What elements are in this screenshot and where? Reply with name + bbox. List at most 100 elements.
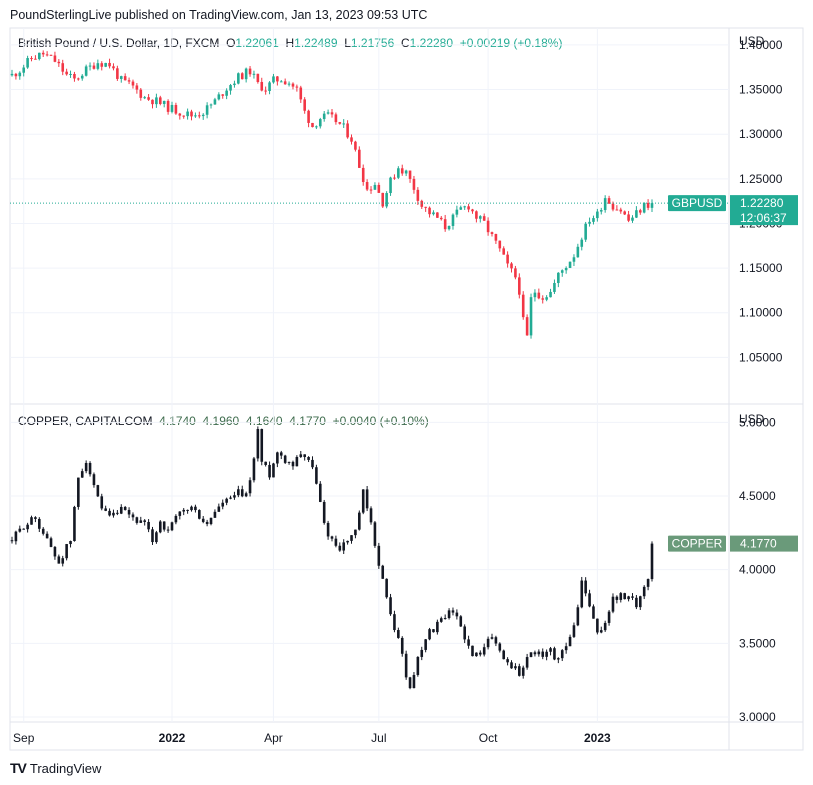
- copper-candle-body: [248, 480, 252, 494]
- copper-candle-body: [588, 593, 591, 607]
- gbpusd-candle-body: [471, 209, 474, 212]
- time-axis-label: Apr: [264, 731, 283, 745]
- copper-candle-body: [252, 458, 256, 481]
- gbpusd-candle-body: [490, 232, 494, 234]
- top-close-value: 1.22280: [409, 36, 454, 50]
- gbpusd-candle-body: [182, 115, 186, 117]
- gbpusd-candle-body: [244, 68, 248, 80]
- copper-candle-body: [57, 556, 61, 564]
- copper-candle-body: [400, 637, 404, 654]
- gbpusd-candle-body: [65, 71, 68, 75]
- copper-candle-body: [584, 580, 587, 594]
- gbpusd-candle-body: [533, 292, 537, 298]
- gbpusd-candle-body: [611, 203, 615, 210]
- gbpusd-candle-body: [252, 73, 256, 75]
- copper-candle-body: [334, 538, 338, 546]
- price-tick-label: 5.0000: [739, 415, 776, 429]
- time-axis-label: 2022: [159, 731, 186, 745]
- gbpusd-candle-body: [463, 206, 466, 208]
- copper-candle-body: [295, 456, 299, 467]
- copper-candle-body: [326, 522, 330, 537]
- gbpusd-candle-body: [576, 246, 580, 258]
- copper-candle-body: [638, 596, 642, 608]
- copper-candle-body: [315, 467, 318, 484]
- bottom-high-value: 4.1960: [202, 414, 240, 428]
- gbpusd-candle-body: [498, 240, 502, 249]
- gbpusd-candle-body: [34, 58, 37, 60]
- copper-candle-body: [299, 454, 303, 457]
- gbpusd-candle-body: [135, 85, 139, 90]
- gbpusd-candle-body: [358, 149, 361, 168]
- copper-candle-body: [475, 652, 478, 657]
- chart-frame: [9, 27, 804, 751]
- copper-candle-body: [557, 658, 560, 660]
- gbpusd-candle-body: [475, 211, 478, 219]
- copper-candle-body: [244, 493, 248, 497]
- copper-candle-body: [303, 454, 306, 458]
- copper-candle-body: [635, 597, 638, 608]
- copper-candle-body: [603, 622, 607, 631]
- gbpusd-candle-body: [248, 68, 252, 75]
- tradingview-logo-icon: TV: [10, 760, 27, 776]
- gbpusd-candle-body: [116, 68, 119, 79]
- copper-candle-body: [10, 540, 14, 542]
- copper-candle-body: [311, 459, 314, 468]
- gbpusd-candle-body: [525, 317, 529, 336]
- gbpusd-candle-body: [350, 137, 353, 142]
- tradingview-brand[interactable]: TV TradingView: [10, 760, 101, 776]
- gbpusd-candle-body: [237, 73, 240, 84]
- copper-candle-body: [510, 662, 513, 669]
- copper-candle-body: [580, 580, 584, 608]
- gbpusd-candle-body: [178, 113, 182, 116]
- copper-candle-body: [279, 452, 283, 456]
- gbpusd-candle-body: [412, 178, 416, 190]
- copper-candle-body: [104, 508, 107, 511]
- gbpusd-candle-body: [467, 206, 470, 210]
- gbpusd-candle-body: [272, 76, 275, 83]
- chart-area[interactable]: 1.400001.350001.300001.250001.200001.150…: [0, 0, 813, 760]
- gbpusd-symbol-badge: [668, 195, 726, 212]
- gbpusd-candle-body: [80, 75, 84, 79]
- copper-candle-body: [377, 545, 381, 566]
- gbpusd-candles: [10, 50, 654, 339]
- copper-candle-body: [436, 621, 439, 633]
- gbpusd-candle-body: [162, 100, 166, 104]
- gbpusd-candle-body: [549, 291, 552, 298]
- gbpusd-candle-body: [521, 294, 525, 318]
- copper-candle-body: [268, 464, 271, 478]
- copper-candle-body: [127, 509, 131, 515]
- gbpusd-candle-body: [57, 61, 61, 64]
- copper-candle-body: [77, 477, 80, 507]
- copper-candle-body: [642, 586, 646, 597]
- gbpusd-candle-body: [229, 85, 232, 91]
- copper-candle-body: [506, 659, 509, 663]
- copper-candle-body: [478, 652, 482, 655]
- copper-candle-body: [84, 462, 88, 472]
- top-high-value: 1.22489: [294, 36, 338, 50]
- gbpusd-candle-body: [194, 115, 197, 117]
- gbpusd-candle-body: [186, 111, 189, 117]
- gbpusd-candle-body: [303, 99, 306, 111]
- gbpusd-candle-body: [545, 297, 548, 300]
- gbpusd-candle-body: [166, 100, 170, 112]
- gbpusd-candle-body: [307, 110, 310, 123]
- gbpusd-candle-body: [638, 210, 642, 213]
- copper-candle-body: [147, 521, 150, 530]
- time-axis-label: Oct: [479, 731, 498, 745]
- gbpusd-candle-body: [607, 198, 611, 204]
- copper-candle-body: [346, 540, 349, 543]
- chart-grid: [10, 28, 729, 722]
- gbpusd-candle-body: [283, 81, 287, 85]
- gbpusd-candle-body: [318, 119, 322, 127]
- gbpusd-candle-body: [455, 209, 459, 215]
- copper-candle-body: [61, 558, 65, 564]
- copper-candle-body: [135, 517, 139, 523]
- gbpusd-candle-body: [49, 54, 53, 56]
- gbpusd-candle-body: [646, 202, 650, 208]
- copper-candle-body: [256, 429, 260, 459]
- copper-candle-body: [631, 596, 634, 598]
- currency-label: USD: [739, 412, 765, 426]
- copper-candle-body: [194, 506, 197, 511]
- gbpusd-candle-body: [299, 87, 303, 100]
- gbpusd-candle-body: [260, 81, 264, 91]
